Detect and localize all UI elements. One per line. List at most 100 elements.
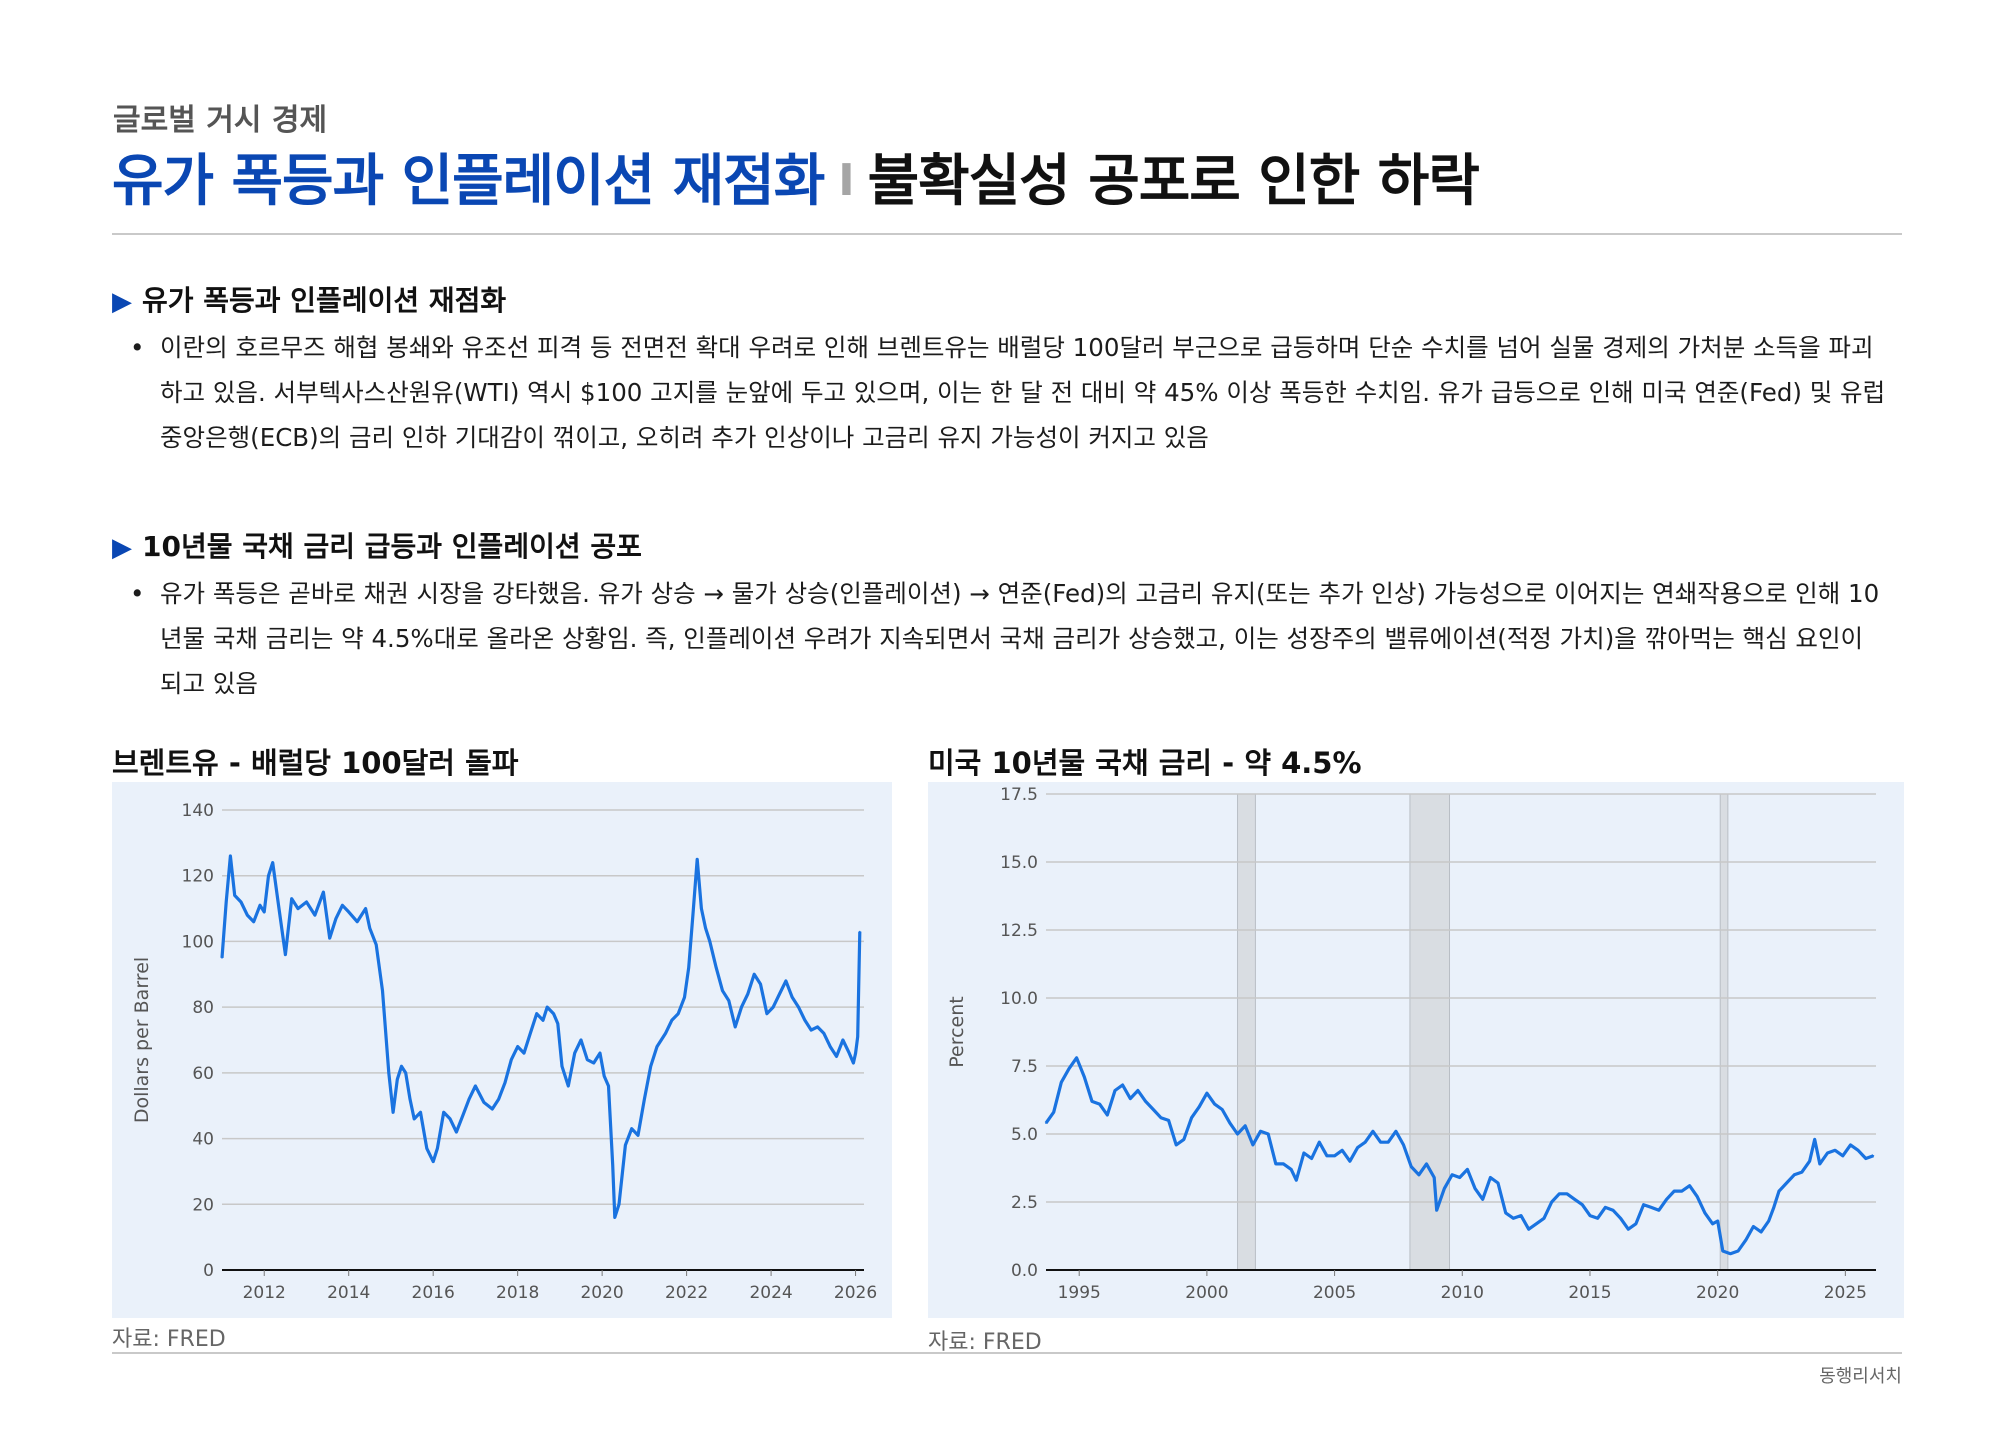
data-point — [246, 914, 249, 916]
data-point — [455, 1131, 458, 1133]
data-point — [692, 914, 694, 916]
x-tick-label: 2010 — [1441, 1283, 1484, 1303]
data-point — [1190, 1116, 1193, 1119]
x-tick-label: 1995 — [1058, 1283, 1101, 1303]
data-point — [1318, 1141, 1321, 1143]
data-point — [1402, 1144, 1405, 1146]
data-point — [436, 1147, 439, 1150]
data-point — [816, 1026, 819, 1028]
data-point — [1604, 1206, 1607, 1209]
data-point — [1395, 1130, 1397, 1133]
data-point — [854, 1052, 857, 1054]
title-separator: I — [838, 155, 854, 206]
data-point — [1098, 1103, 1101, 1105]
data-point — [392, 1111, 394, 1114]
data-point — [592, 1062, 595, 1064]
data-point — [810, 1029, 813, 1031]
section-1-heading-text: 유가 폭등과 인플레이션 재점화 — [142, 284, 507, 317]
data-point — [1504, 1212, 1507, 1214]
data-point — [734, 1026, 736, 1028]
data-point — [233, 894, 236, 897]
data-point — [1310, 1157, 1313, 1160]
x-tick-label: 2000 — [1185, 1283, 1228, 1303]
data-point — [1721, 1250, 1724, 1252]
data-point — [1198, 1106, 1201, 1108]
y-tick-label: 2.5 — [1011, 1193, 1038, 1213]
data-point — [1244, 1125, 1246, 1127]
data-point — [1773, 1206, 1775, 1209]
data-point — [1267, 1133, 1269, 1135]
data-point — [1581, 1203, 1584, 1206]
data-point — [1068, 1067, 1070, 1070]
data-point — [409, 1098, 411, 1100]
y-tick-label: 120 — [182, 867, 214, 887]
data-point — [1642, 1203, 1645, 1206]
category-label: 글로벌 거시 경제 — [113, 103, 328, 138]
data-point — [529, 1032, 532, 1035]
data-point — [284, 953, 287, 956]
data-point — [1221, 1108, 1224, 1111]
data-point — [1045, 1122, 1047, 1124]
data-point — [341, 904, 344, 907]
recession-band — [1237, 793, 1256, 1271]
data-point — [1206, 1092, 1208, 1094]
y-tick-label: 20 — [192, 1195, 214, 1215]
y-axis-label: Dollars per Barrel — [131, 957, 153, 1123]
data-point — [419, 1111, 422, 1114]
data-point — [497, 1098, 500, 1100]
data-point — [842, 1039, 844, 1041]
section-2-heading-text: 10년물 국채 금리 급등과 인플레이션 공포 — [142, 530, 642, 563]
chart-1-panel: 0 20 40 60 80 100 120 140 2012 2014 2016 2018 2020 20… — [112, 782, 892, 1318]
x-tick-label: 2025 — [1824, 1283, 1867, 1303]
triangle-right-icon: ▶ — [112, 533, 132, 563]
data-point — [278, 907, 280, 910]
data-point — [483, 1101, 485, 1104]
data-point — [426, 1147, 428, 1150]
data-point — [1387, 1141, 1390, 1143]
section-1-body: 이란의 호르무즈 해협 봉쇄와 유조선 피격 등 전면전 확대 우려로 인해 브… — [130, 325, 1890, 460]
data-point — [607, 1085, 610, 1087]
data-point — [474, 1085, 477, 1087]
triangle-right-icon: ▶ — [112, 287, 132, 317]
data-point — [630, 1127, 633, 1130]
data-point — [1520, 1214, 1522, 1217]
data-point — [1341, 1149, 1344, 1152]
data-point — [221, 957, 223, 959]
data-point — [1801, 1171, 1803, 1173]
data-point — [356, 920, 358, 923]
data-point — [778, 993, 781, 995]
data-point — [753, 973, 755, 976]
data-point — [322, 891, 325, 893]
data-point — [347, 911, 350, 913]
data-point — [1650, 1206, 1653, 1209]
data-point — [1834, 1149, 1836, 1152]
data-point — [573, 1052, 576, 1054]
data-point — [396, 1078, 399, 1081]
chart-2-panel: 0.0 2.5 5.0 7.5 10.0 12.5 15.0 17.5 1995 2000 2005… — [928, 782, 1904, 1318]
header-divider — [112, 233, 1902, 235]
data-point — [1673, 1190, 1676, 1192]
data-point — [504, 1081, 506, 1084]
page-title: 유가 폭등과 인플레이션 재점화 I 불확실성 공포로 인한 하락 — [112, 136, 1480, 217]
data-point — [1512, 1217, 1515, 1220]
y-tick-label: 17.5 — [1000, 785, 1038, 805]
data-point — [804, 1019, 806, 1022]
data-point — [556, 1022, 559, 1025]
data-point — [580, 1039, 582, 1041]
data-point — [252, 920, 255, 923]
data-point — [369, 927, 371, 930]
data-point — [516, 1045, 519, 1048]
data-point — [1364, 1141, 1367, 1143]
data-point — [1543, 1217, 1545, 1220]
data-point — [1744, 1239, 1747, 1241]
data-point — [1137, 1089, 1139, 1092]
data-point — [1275, 1163, 1277, 1165]
data-point — [229, 855, 232, 857]
data-point — [1635, 1222, 1637, 1225]
data-point — [759, 983, 762, 985]
data-point — [829, 1045, 832, 1048]
data-point — [1075, 1057, 1078, 1059]
data-point — [1857, 1149, 1859, 1152]
data-point — [1704, 1212, 1706, 1214]
chart-1-source: 자료: FRED — [112, 1327, 226, 1352]
